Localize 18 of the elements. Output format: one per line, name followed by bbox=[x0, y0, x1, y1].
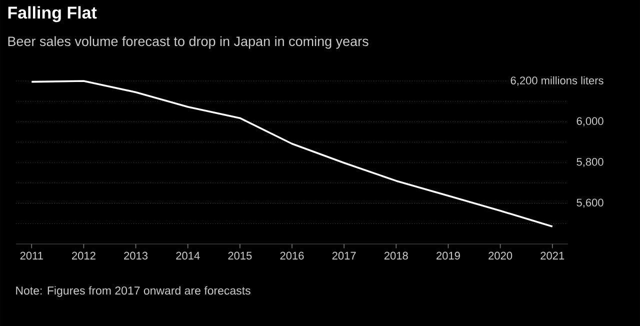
text: Note: Figures from 2017 onward are forecasts bbox=[16, 286, 250, 297]
x-tick-label: 2020 bbox=[488, 252, 512, 260]
x-tick-label: 2011 bbox=[20, 252, 43, 260]
x-tick-label: 2013 bbox=[124, 252, 148, 260]
chart-title: Falling Flat bbox=[8, 6, 97, 22]
x-tick-label: 2012 bbox=[72, 252, 96, 260]
y-tick-label: 5,600 bbox=[576, 198, 604, 208]
x-tick-label: 2014 bbox=[176, 252, 200, 260]
y-tick-label: 6,200 millions liters bbox=[510, 76, 604, 86]
chart-subtitle: Beer sales volume forecast to drop in Japan in coming years bbox=[8, 36, 368, 49]
x-tick-label: 2015 bbox=[228, 252, 252, 260]
x-tick-label: 2016 bbox=[280, 252, 304, 260]
x-tick-label: 2018 bbox=[384, 252, 408, 260]
y-tick-label: 5,800 bbox=[576, 158, 604, 168]
y-tick-label: 6,000 bbox=[576, 117, 604, 126]
x-tick-label: 2019 bbox=[436, 252, 460, 260]
x-tick-label: 2017 bbox=[332, 252, 356, 260]
x-tick-label: 2021 bbox=[540, 252, 564, 260]
